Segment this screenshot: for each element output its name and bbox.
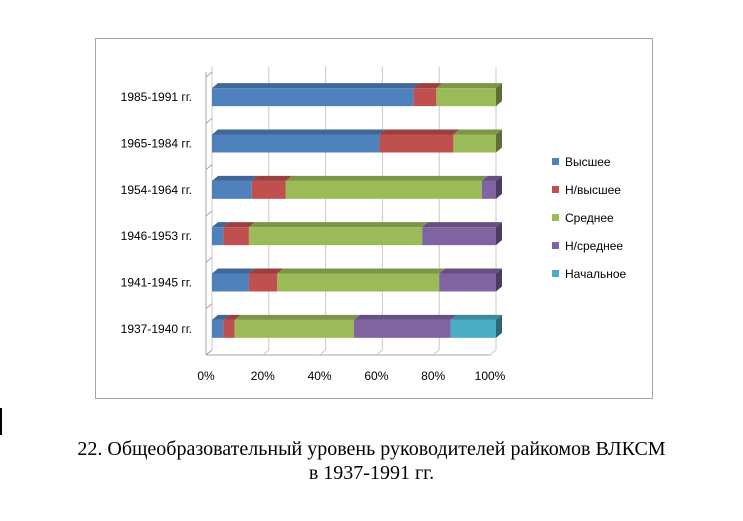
bar-2-0 [212, 175, 258, 199]
legend-item: Н/среднее [552, 239, 623, 253]
y-tick-label: 1965-1984 гг. [121, 137, 192, 151]
bar-3-2 [248, 222, 429, 246]
margin-mark [0, 408, 2, 435]
legend-label: Н/высшее [565, 183, 621, 197]
bar-side-1 [496, 129, 502, 153]
bar-4-3 [439, 268, 502, 292]
x-tick-labels: 0% 20% 40% 60% 80% 100% [197, 369, 505, 383]
x-tick-label: 0% [197, 369, 215, 383]
legend-swatch [552, 270, 559, 277]
bar-side-5 [496, 314, 502, 338]
bar-3-3 [422, 222, 502, 246]
x-tick-label: 20% [251, 369, 275, 383]
x-tick-label: 40% [308, 369, 332, 383]
bar-side-3 [496, 222, 502, 246]
bar-4-2 [277, 268, 446, 292]
bar-0-0 [212, 83, 420, 107]
legend-label: Среднее [565, 211, 614, 225]
legend-label: Начальное [565, 267, 627, 281]
legend-label: Высшее [565, 155, 611, 169]
figure-caption: 22. Общеобразовательный уровень руководи… [0, 437, 743, 485]
y-tick-label: 1937-1940 гг. [121, 322, 192, 336]
bar-3-1 [223, 222, 255, 246]
legend-swatch [552, 242, 559, 249]
bar-5-4 [450, 314, 502, 338]
bar-5-1 [223, 314, 241, 338]
legend-item: Высшее [552, 155, 611, 169]
y-tick-label: 1954-1964 гг. [121, 183, 192, 197]
bar-0-2 [436, 83, 502, 107]
bar-side-0 [496, 83, 502, 107]
bar-1-1 [379, 129, 460, 153]
y-tick-labels: 1985-1991 гг. 1965-1984 гг. 1954-1964 гг. 1… [121, 90, 192, 336]
bar-side-2 [496, 175, 502, 199]
bars [212, 83, 502, 338]
caption-line-1: 22. Общеобразовательный уровень руководи… [77, 438, 666, 460]
bar-side-4 [496, 268, 502, 292]
bar-2-2 [285, 175, 488, 199]
bar-5-2 [234, 314, 360, 338]
bar-2-1 [251, 175, 292, 199]
x-tick-label: 80% [421, 369, 445, 383]
y-tick-label: 1985-1991 гг. [121, 90, 192, 104]
y-tick-label: 1941-1945 гг. [121, 276, 192, 290]
bar-1-0 [212, 129, 386, 153]
legend-item: Н/высшее [552, 183, 621, 197]
caption-line-2: в 1937-1991 гг. [308, 462, 435, 484]
y-tick-label: 1946-1953 гг. [121, 229, 192, 243]
bar-4-0 [212, 268, 255, 292]
legend-label: Н/среднее [565, 239, 623, 253]
bar-5-0 [212, 314, 230, 338]
legend-swatch [552, 158, 559, 165]
bar-1-2 [453, 129, 502, 153]
bar-4-1 [248, 268, 284, 292]
bar-5-3 [354, 314, 457, 338]
gridlines [205, 67, 497, 356]
legend-item: Начальное [552, 267, 627, 281]
legend: Высшее Н/высшее Среднее Н/среднее Начальное [552, 155, 627, 281]
legend-item: Среднее [552, 211, 614, 225]
x-tick-label: 60% [364, 369, 388, 383]
bar-2-3 [481, 175, 502, 199]
legend-swatch [552, 186, 559, 193]
bar-3-0 [212, 222, 230, 246]
bar-0-1 [413, 83, 443, 107]
x-tick-label: 100% [475, 369, 506, 383]
legend-swatch [552, 214, 559, 221]
